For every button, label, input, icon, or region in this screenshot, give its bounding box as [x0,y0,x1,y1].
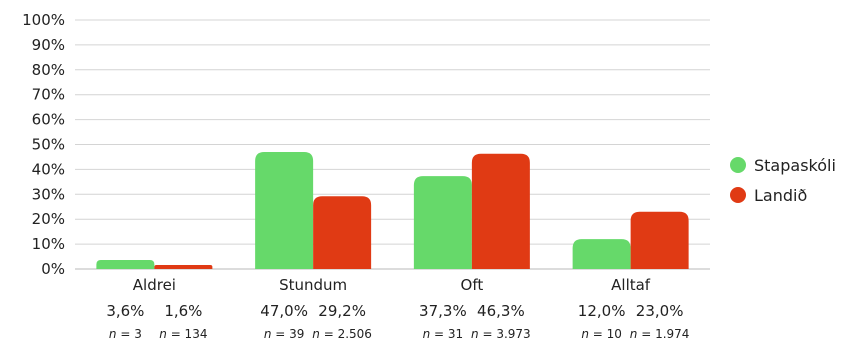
n-label: n = 3 [109,327,142,341]
percent-label: 1,6% [164,302,202,320]
y-tick-label: 0% [41,260,65,278]
percent-label: 47,0% [260,302,308,320]
bar [313,196,372,269]
bar [572,239,631,269]
n-label: n = 2.506 [312,327,372,341]
percent-label: 29,2% [318,302,366,320]
legend-item-stapaskoli: Stapaskóli [730,150,836,180]
legend-label-stapaskoli: Stapaskóli [754,155,836,175]
percent-label: 46,3% [477,302,525,320]
y-tick-label: 20% [32,210,65,228]
y-tick-label: 10% [32,235,65,253]
legend: Stapaskóli Landið [730,150,836,210]
n-label: n = 39 [264,327,305,341]
y-tick-label: 50% [32,136,65,154]
percent-label: 3,6% [106,302,144,320]
y-tick-label: 80% [32,61,65,79]
n-label: n = 10 [581,327,622,341]
y-tick-label: 70% [32,86,65,104]
bar [471,153,530,269]
n-label: n = 31 [423,327,464,341]
y-tick-label: 30% [32,185,65,203]
x-category-label: Stundum [279,276,347,294]
bar [255,151,314,269]
n-label: n = 1.974 [630,327,690,341]
n-label: n = 134 [159,327,207,341]
y-tick-label: 100% [22,11,65,29]
x-category-label: Aldrei [133,276,176,294]
y-tick-label: 60% [32,111,65,129]
x-category-label: Oft [461,276,484,294]
legend-swatch-landid [730,187,746,203]
n-label: n = 3.973 [471,327,531,341]
y-tick-label: 40% [32,160,65,178]
percent-label: 37,3% [419,302,467,320]
bar [630,211,689,269]
percent-label: 23,0% [636,302,684,320]
legend-label-landid: Landið [754,185,808,205]
legend-swatch-stapaskoli [730,157,746,173]
percent-label: 12,0% [578,302,626,320]
y-tick-label: 90% [32,36,65,54]
bar [154,265,213,269]
legend-item-landid: Landið [730,180,836,210]
x-category-label: Alltaf [611,276,651,294]
bar [413,176,472,269]
bar [96,260,155,269]
